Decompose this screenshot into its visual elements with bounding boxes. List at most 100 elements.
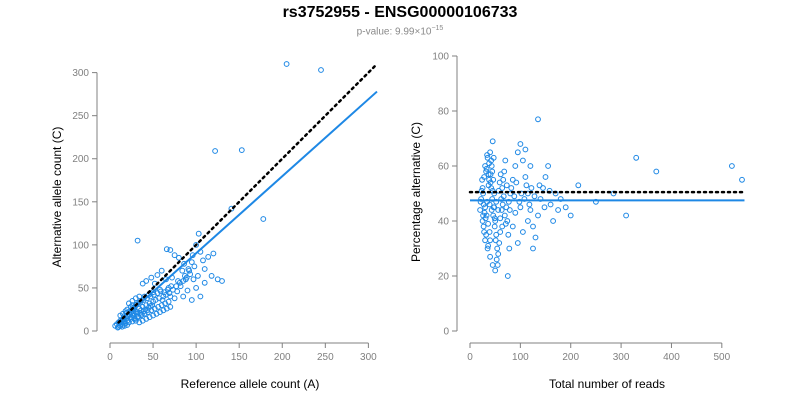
data-point — [200, 257, 206, 264]
data-point — [486, 229, 493, 235]
data-point — [489, 168, 496, 175]
data-point — [500, 176, 507, 183]
data-point — [167, 247, 174, 253]
data-point — [502, 157, 509, 164]
data-point — [497, 215, 504, 222]
data-point — [729, 163, 735, 169]
data-point — [535, 116, 541, 123]
y-tick-label: 100 — [72, 240, 89, 251]
data-point — [164, 286, 171, 293]
data-point — [139, 280, 146, 287]
data-point — [195, 230, 202, 237]
data-point — [318, 67, 324, 73]
data-point — [509, 223, 516, 230]
data-point — [499, 201, 506, 208]
data-point — [171, 252, 178, 259]
data-point — [140, 308, 147, 315]
data-point — [499, 223, 506, 230]
data-point — [487, 179, 494, 186]
data-point — [188, 259, 195, 266]
y-tick-label: 20 — [438, 272, 450, 283]
data-point — [479, 176, 485, 183]
data-point — [514, 149, 521, 156]
data-point — [492, 267, 499, 274]
data-point — [163, 246, 170, 253]
data-point — [525, 218, 531, 224]
x-tick-label: 0 — [107, 352, 113, 363]
data-point — [201, 266, 208, 272]
data-point — [191, 263, 198, 270]
data-point — [148, 274, 155, 281]
data-point — [484, 154, 491, 161]
data-point — [139, 311, 145, 318]
x-axis-label: Total number of reads — [549, 377, 665, 391]
data-point — [496, 179, 503, 186]
reference-line — [117, 62, 379, 324]
data-point — [504, 218, 511, 224]
data-point — [208, 273, 215, 279]
data-point — [485, 171, 492, 178]
scatter-plot-allele-counts: 0 50 100 150 200 250 300 0 50 100 150 200 250 300 Ref… — [50, 61, 379, 391]
y-tick-label: 0 — [83, 327, 89, 338]
data-point — [530, 245, 536, 252]
chart-subtitle: p-value: 9.99×10−15 — [0, 25, 800, 37]
data-point — [503, 204, 510, 211]
data-point — [134, 237, 141, 244]
data-point — [479, 218, 486, 224]
data-point — [495, 207, 502, 213]
data-point — [540, 185, 546, 191]
y-tick-label: 200 — [72, 154, 89, 165]
x-tick-label: 200 — [274, 352, 291, 363]
data-point — [486, 160, 492, 167]
data-point — [143, 316, 150, 322]
data-point — [501, 168, 508, 175]
data-point — [149, 302, 156, 309]
data-point — [182, 273, 188, 279]
y-tick-label: 40 — [438, 217, 450, 228]
data-point — [633, 154, 640, 161]
data-point — [517, 141, 524, 147]
x-tick-label: 100 — [188, 352, 205, 363]
data-point — [176, 254, 182, 261]
data-point — [545, 163, 552, 169]
data-point — [527, 163, 534, 169]
y-tick-label: 100 — [432, 52, 449, 63]
data-point — [488, 207, 495, 213]
data-point — [535, 212, 541, 219]
data-point — [513, 179, 520, 186]
data-point — [512, 163, 519, 169]
data-point — [487, 171, 494, 178]
y-tick-label: 50 — [78, 283, 90, 294]
y-axis-label: Alternative allele count (C) — [50, 127, 64, 268]
data-point — [499, 185, 506, 191]
data-point — [158, 267, 165, 274]
data-point — [522, 174, 529, 180]
x-tick-label: 200 — [562, 352, 579, 363]
data-point — [506, 245, 513, 252]
data-point — [212, 148, 219, 154]
data-point — [528, 185, 535, 191]
data-point — [494, 245, 501, 252]
p-value-exponent: −15 — [431, 25, 444, 32]
data-point — [498, 207, 505, 213]
data-point — [504, 273, 511, 279]
data-point — [484, 245, 491, 252]
data-point — [492, 237, 499, 244]
data-point — [188, 297, 195, 303]
y-tick-label: 0 — [443, 327, 449, 338]
data-point — [491, 215, 498, 222]
x-tick-label: 500 — [713, 352, 730, 363]
data-point — [483, 165, 490, 172]
data-point — [184, 287, 191, 294]
data-point — [157, 288, 164, 295]
data-point — [492, 218, 499, 224]
data-point — [531, 193, 538, 200]
data-point — [537, 196, 544, 202]
data-point — [482, 204, 488, 211]
data-point — [167, 304, 174, 310]
data-point — [136, 293, 143, 300]
data-point — [527, 207, 534, 213]
chart-title: rs3752955 - ENSG00000106733 — [282, 4, 518, 21]
data-point — [497, 229, 504, 235]
data-point — [517, 204, 524, 211]
